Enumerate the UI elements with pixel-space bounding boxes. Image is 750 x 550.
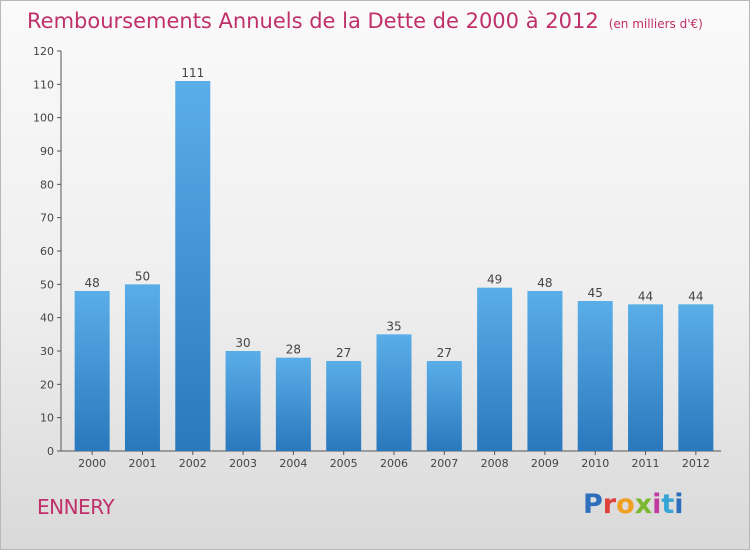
bar-value-label: 45: [588, 286, 603, 300]
y-tick-label: 10: [40, 412, 54, 425]
bar-value-label: 44: [688, 289, 703, 303]
y-tick-label: 110: [33, 78, 54, 91]
y-tick-label: 100: [33, 112, 54, 125]
y-tick-label: 50: [40, 278, 54, 291]
bar-value-label: 27: [336, 346, 351, 360]
x-tick-label: 2008: [481, 457, 509, 470]
bar-value-label: 49: [487, 273, 502, 287]
bar: [577, 301, 613, 451]
bar: [124, 284, 160, 451]
y-tick-label: 0: [47, 445, 54, 458]
logo-letter-1: P: [583, 489, 603, 520]
bar: [326, 361, 362, 451]
x-tick-label: 2007: [430, 457, 458, 470]
bar: [376, 334, 412, 451]
logo-letter-5: i: [652, 489, 662, 520]
bar-value-label: 27: [437, 346, 452, 360]
bar-value-label: 48: [85, 276, 100, 290]
bar-value-label: 35: [386, 319, 401, 333]
bar-value-label: 28: [286, 343, 301, 357]
bar: [527, 291, 563, 451]
x-tick-label: 2011: [632, 457, 660, 470]
y-tick-label: 120: [33, 45, 54, 58]
x-tick-label: 2012: [682, 457, 710, 470]
bar-value-label: 48: [537, 276, 552, 290]
bar: [477, 287, 513, 451]
chart-title: Remboursements Annuels de la Dette de 20…: [27, 9, 703, 33]
x-tick-label: 2010: [581, 457, 609, 470]
bar: [678, 304, 714, 451]
logo-letter-6: t: [661, 489, 675, 520]
y-tick-label: 90: [40, 145, 54, 158]
x-tick-label: 2003: [229, 457, 257, 470]
bar: [225, 351, 261, 451]
x-tick-label: 2001: [128, 457, 156, 470]
y-tick-label: 70: [40, 212, 54, 225]
logo-letter-3: o: [616, 489, 635, 520]
bar-value-label: 111: [181, 66, 204, 80]
chart-title-main: Remboursements Annuels de la Dette de 20…: [27, 9, 599, 33]
y-tick-label: 20: [40, 378, 54, 391]
logo-letter-7: i: [674, 489, 684, 520]
x-tick-label: 2002: [179, 457, 207, 470]
bar: [628, 304, 664, 451]
x-tick-label: 2006: [380, 457, 408, 470]
proxiti-logo: Proxiti: [583, 489, 684, 520]
bar: [175, 81, 211, 451]
bar-value-label: 30: [235, 336, 250, 350]
bar: [74, 291, 110, 451]
y-tick-label: 60: [40, 245, 54, 258]
logo-letter-2: r: [602, 489, 617, 520]
chart-unit-note: (en milliers d'€): [608, 17, 703, 31]
y-tick-label: 40: [40, 312, 54, 325]
logo-letter-4: x: [634, 489, 653, 520]
bar: [275, 357, 311, 451]
y-tick-label: 80: [40, 178, 54, 191]
bar-value-label: 50: [135, 269, 150, 283]
y-tick-label: 30: [40, 345, 54, 358]
x-tick-label: 2000: [78, 457, 106, 470]
bar: [426, 361, 462, 451]
commune-name: ENNERY: [37, 495, 115, 519]
x-tick-label: 2009: [531, 457, 559, 470]
x-tick-label: 2005: [330, 457, 358, 470]
bar-value-label: 44: [638, 289, 653, 303]
bar-chart: 0 10 20 30 40 50 60 70 80 90 100 110 120 48 2000 50 2001…: [33, 45, 721, 470]
x-tick-label: 2004: [279, 457, 307, 470]
